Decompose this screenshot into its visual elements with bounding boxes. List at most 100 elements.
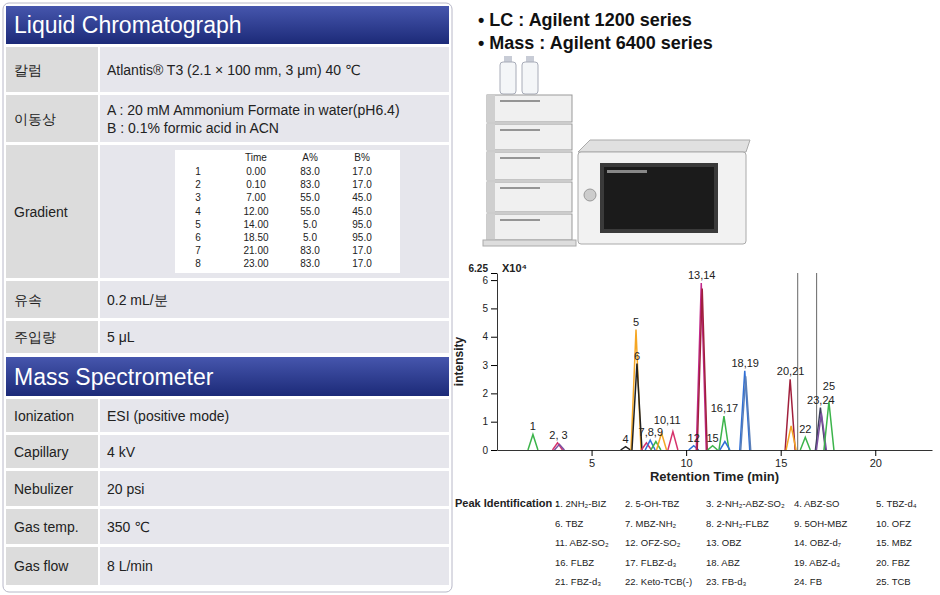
reference-line	[816, 273, 817, 450]
gradient-cell: 8	[195, 258, 201, 269]
row-value: 8 L/min	[107, 558, 153, 574]
row-value: 350 ℃	[107, 519, 150, 535]
x-tick-mark	[781, 450, 782, 456]
y-tick-mark	[491, 280, 497, 281]
peak-id-item: 14. OBZ-d₇	[794, 537, 841, 548]
x-tick-label: 5	[589, 457, 595, 469]
peak-id-item: 6. TBZ	[555, 518, 584, 529]
peak-id-item: 15. MBZ	[876, 537, 912, 548]
gradient-cell: 18.50	[243, 232, 268, 243]
instrument-label: • Mass : Agilent 6400 series	[478, 33, 713, 53]
x-tick-label: 20	[870, 457, 882, 469]
peak-id-item: 23. FB-d₃	[706, 576, 746, 587]
gradient-cell: 1	[195, 166, 201, 177]
row-value: ESI (positive mode)	[107, 408, 229, 424]
gradient-cell: 45.0	[352, 192, 372, 203]
row-value-cell	[100, 47, 449, 92]
canvas: Liquid Chromatograph칼럼Atlantis® T3 (2.1 …	[0, 0, 940, 595]
row-label: Gradient	[14, 204, 68, 220]
panel-frame	[3, 3, 452, 592]
lc-module	[487, 182, 572, 212]
y-tick-label: 6.25	[469, 263, 489, 274]
gradient-cell: 95.0	[352, 232, 372, 243]
gradient-cell: 7.00	[246, 192, 266, 203]
y-tick-mark	[491, 273, 497, 274]
peak-id-item: 12. OFZ-SO₂	[625, 537, 681, 548]
peak	[824, 402, 834, 450]
x-tick-mark	[592, 450, 593, 456]
peak-label: 2, 3	[549, 429, 567, 441]
gradient-cell: 23.00	[243, 258, 268, 269]
peak-id-item: 7. MBZ-NH₂	[625, 518, 677, 529]
row-value: 20 psi	[107, 481, 144, 497]
instrument-label: • LC : Agilent 1200 series	[478, 10, 692, 30]
gradient-cell: 5.0	[303, 232, 317, 243]
gradient-cell: 5.0	[303, 219, 317, 230]
x-tick-mark	[875, 450, 876, 456]
peak-id-item: 17. FLBZ-d₃	[625, 557, 677, 568]
peak-label: 7,8,9	[639, 426, 663, 438]
y-axis-line	[497, 274, 498, 451]
peak-id-item: 24. FB	[794, 576, 822, 587]
peak	[696, 283, 706, 450]
row-value: 4 kV	[107, 444, 136, 460]
reference-line	[797, 273, 798, 450]
lc-module	[487, 152, 572, 180]
gradient-cell: 6	[195, 232, 201, 243]
x-axis: 5101520	[498, 450, 933, 469]
page: Liquid Chromatograph칼럼Atlantis® T3 (2.1 …	[0, 0, 940, 595]
gradient-cell: 17.0	[352, 179, 372, 190]
x-tick: 15	[775, 450, 787, 469]
peak-id-item: 5. TBZ-d₄	[876, 498, 917, 509]
y-tick-label: 4	[482, 331, 488, 342]
peak-id-item: 2. 5-OH-TBZ	[625, 498, 680, 509]
peak-id-item: 21. FBZ-d₃	[555, 576, 601, 587]
row-value-cell	[100, 547, 449, 585]
x-tick-label: 15	[775, 457, 787, 469]
row-value: A : 20 mM Ammonium Formate in water(pH6.…	[107, 102, 400, 118]
gradient-header: Time	[245, 152, 267, 163]
row-label: Nebulizer	[14, 481, 73, 497]
peak-label: 15	[706, 432, 718, 444]
row-label: Gas flow	[14, 558, 69, 574]
gradient-cell: 2	[195, 179, 201, 190]
lc-module-side	[487, 95, 495, 122]
y-tick-mark	[491, 308, 497, 309]
peak-label: 1	[530, 420, 536, 432]
peak-id-item: 9. 5OH-MBZ	[794, 518, 848, 529]
lc-base	[483, 240, 576, 246]
peak-label: 23,24	[807, 394, 835, 406]
row-label-cell	[6, 435, 98, 468]
gradient-cell: 21.00	[243, 245, 268, 256]
y-tick: 2	[482, 388, 497, 399]
peak	[708, 446, 718, 450]
y-tick: 5	[482, 303, 497, 314]
x-axis-title: Retention Time (min)	[650, 469, 779, 484]
y-tick: 4	[482, 331, 497, 342]
bottle	[500, 62, 516, 94]
gradient-cell: 83.0	[300, 258, 320, 269]
x-axis-line	[498, 450, 933, 451]
row-label-cell	[6, 281, 98, 318]
lc-module-side	[487, 182, 495, 212]
y-tick-label: 1	[482, 416, 488, 427]
peak	[697, 289, 707, 450]
lc-module-detail	[500, 187, 540, 189]
peak-id-item: 8. 2-NH₂-FLBZ	[706, 518, 769, 529]
y-tick-mark	[491, 422, 497, 423]
peak-label: 13,14	[688, 269, 716, 281]
row-label-cell	[6, 47, 98, 92]
peak-label: 5	[633, 316, 639, 328]
gradient-cell: 55.0	[300, 192, 320, 203]
ms-logo	[607, 170, 647, 173]
peak-id-item: 19. ABZ-d₃	[794, 557, 840, 568]
gradient-cell: 17.0	[352, 245, 372, 256]
peak-labels: 12, 34567,8,910,111213,141516,1718,1920,…	[530, 269, 835, 445]
row-label: 유속	[14, 292, 42, 308]
ms-panel-inner	[604, 167, 714, 229]
y-tick: 6	[482, 275, 497, 286]
y-tick-label: 2	[482, 388, 488, 399]
bottle	[522, 62, 538, 94]
chromatogram: 510152001234566.25X10⁴Retention Time (mi…	[452, 262, 933, 484]
gradient-cell: 3	[195, 192, 201, 203]
